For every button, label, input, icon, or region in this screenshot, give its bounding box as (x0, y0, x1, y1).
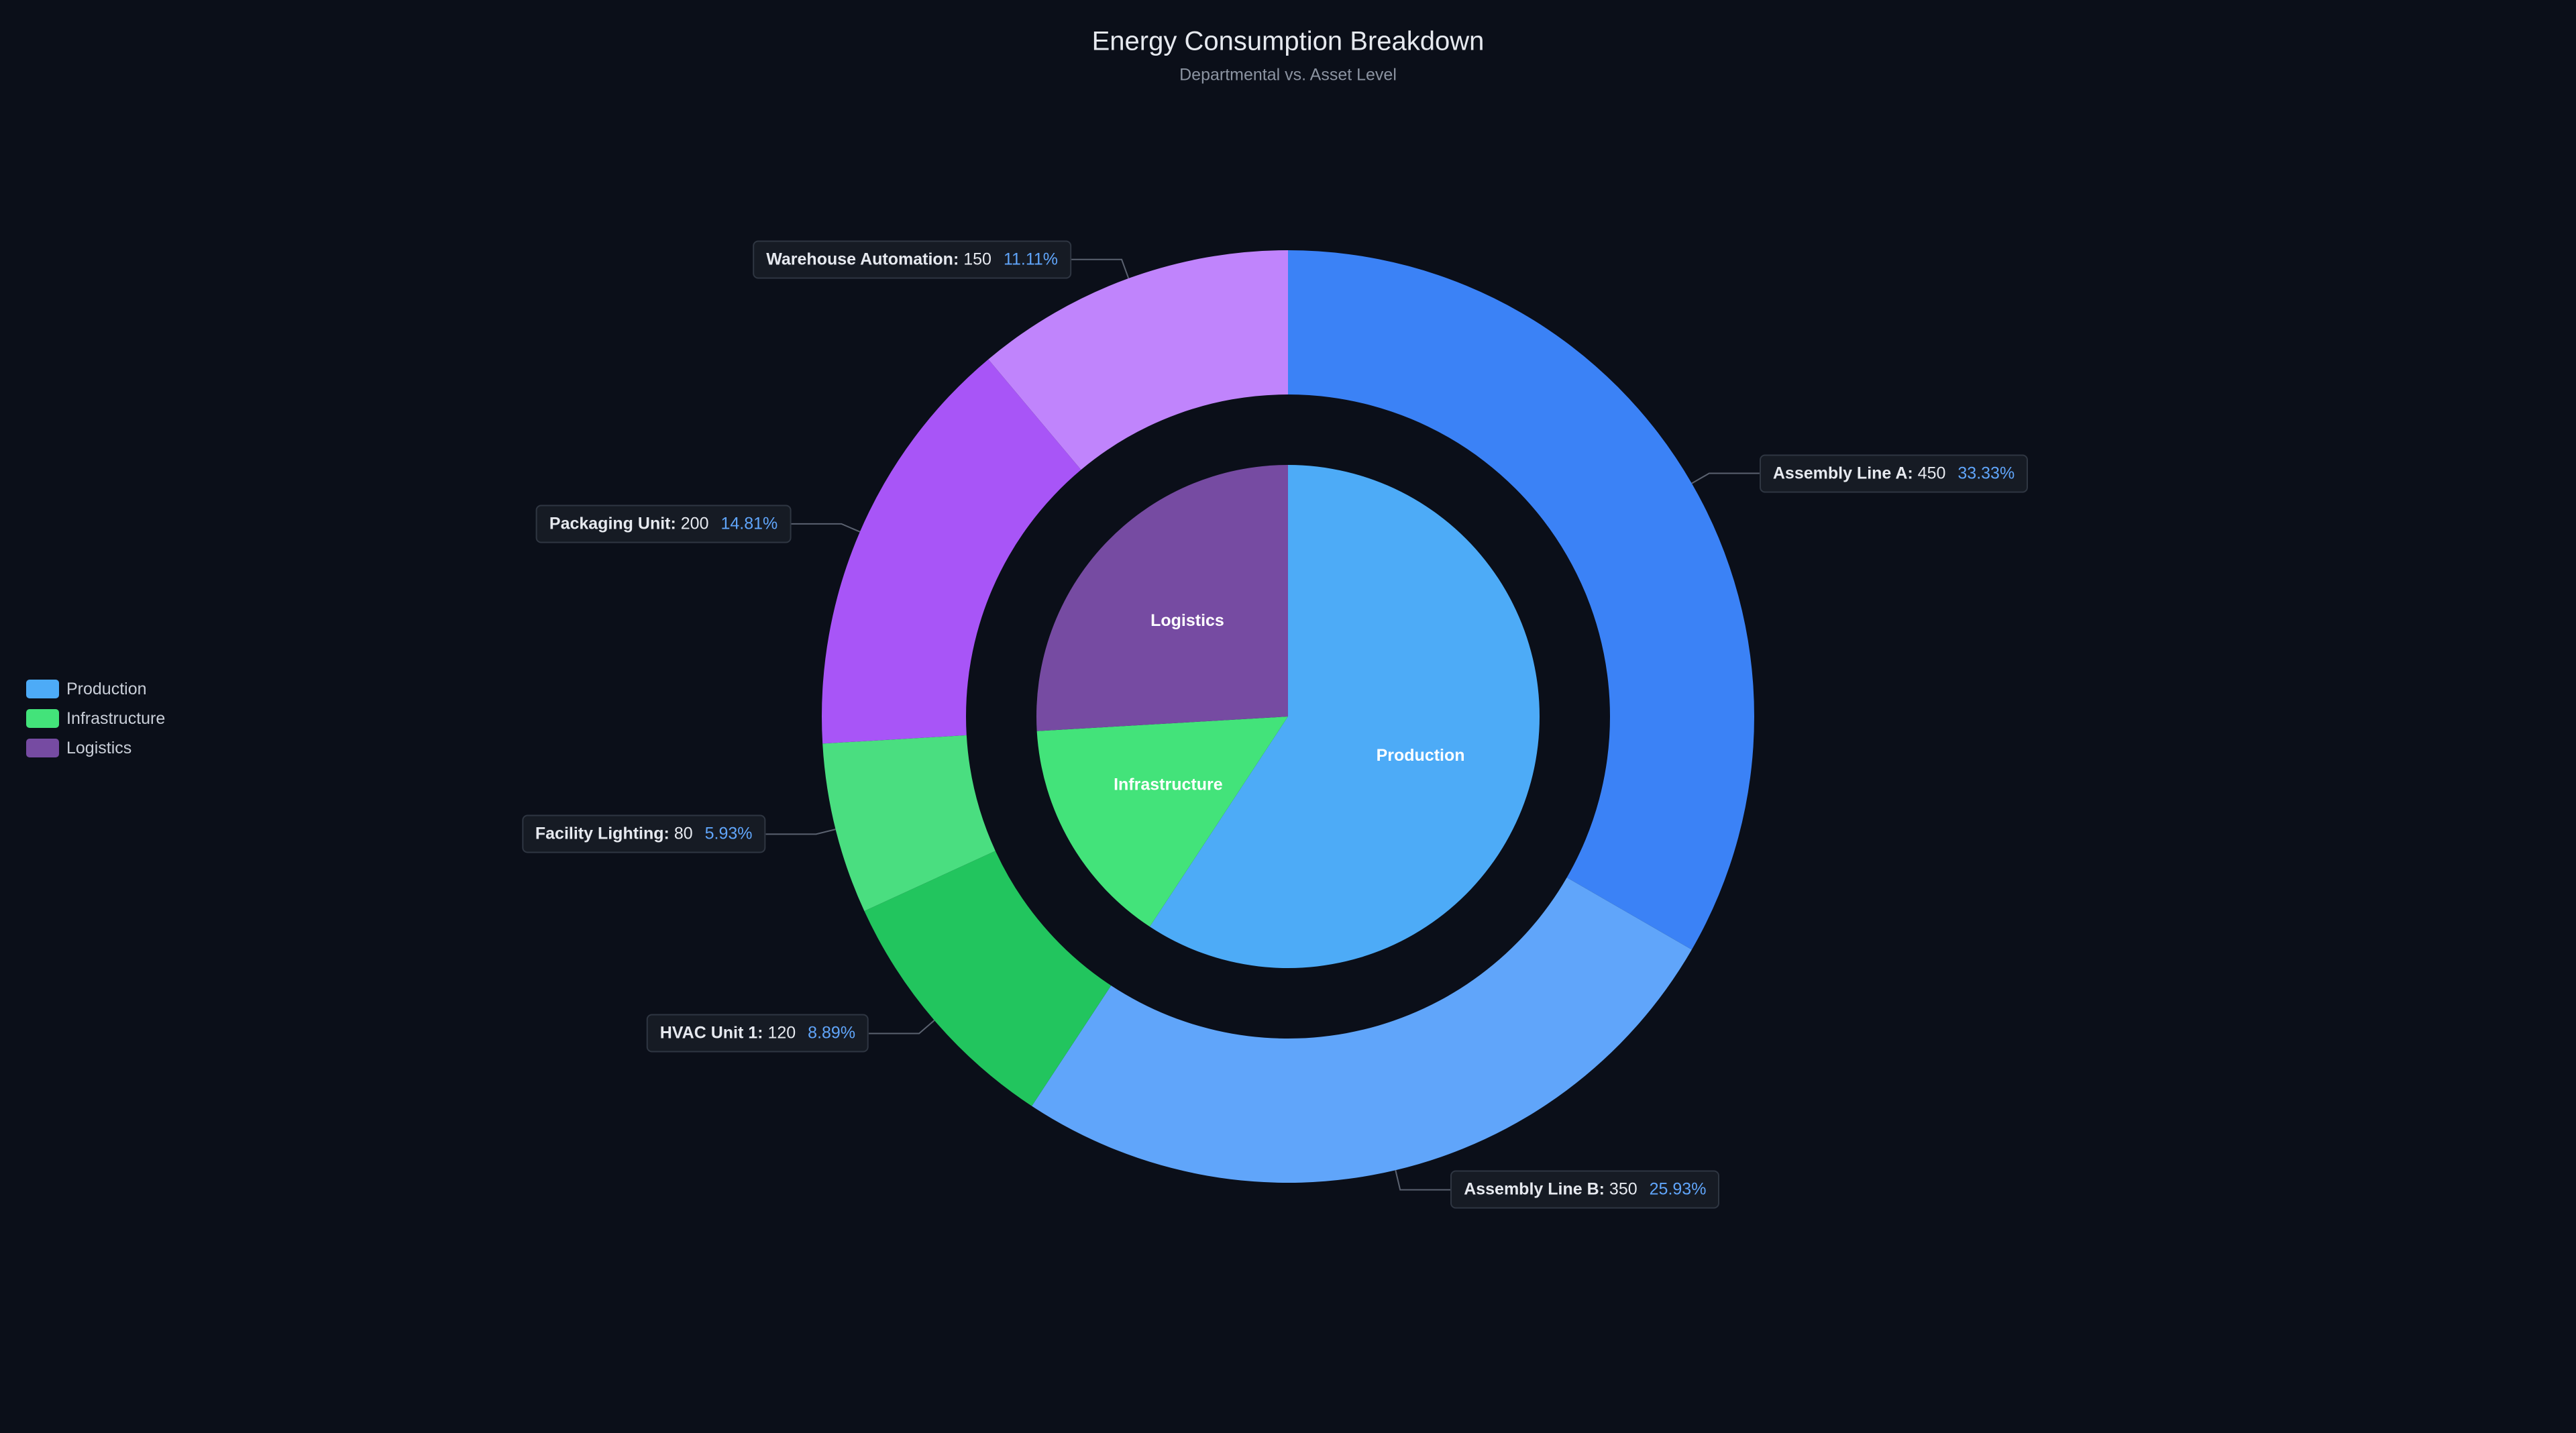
legend-item: Infrastructure (26, 704, 165, 733)
label-percent: 11.11% (1003, 250, 1059, 269)
leader-line (1395, 1170, 1451, 1191)
leader-line (1691, 472, 1760, 484)
leader-line (1071, 258, 1130, 279)
slice-label: Assembly Line B 350 25.93% (1450, 1170, 1720, 1209)
label-value: 120 (767, 1023, 796, 1043)
legend-swatch (26, 709, 59, 728)
label-name: Warehouse Automation (766, 250, 959, 268)
inner-label: Infrastructure (1114, 776, 1223, 794)
leader-line (765, 829, 836, 835)
legend: Production Infrastructure Logistics (26, 674, 165, 763)
chart-title: Energy Consumption Breakdown (1092, 27, 1485, 56)
label-percent: 5.93% (704, 824, 753, 843)
legend-label: Production (66, 679, 147, 698)
chart-subtitle: Departmental vs. Asset Level (1179, 66, 1397, 85)
label-name: Assembly Line B (1464, 1180, 1605, 1199)
outer-slice (1032, 878, 1692, 1183)
legend-swatch (26, 739, 59, 757)
label-value: 80 (674, 824, 693, 843)
label-percent: 14.81% (720, 514, 778, 533)
outer-slice (1288, 250, 1754, 950)
slice-label: Packaging Unit 200 14.81% (535, 505, 792, 543)
label-name: HVAC Unit 1 (660, 1024, 763, 1043)
outer-slice (821, 359, 1081, 744)
legend-swatch (26, 680, 59, 698)
inner-slice (1036, 716, 1288, 927)
slice-label: Facility Lighting 80 5.93% (521, 814, 766, 853)
label-value: 150 (963, 250, 991, 269)
outer-slice (822, 735, 996, 912)
label-percent: 8.89% (808, 1023, 856, 1043)
label-name: Assembly Line A (1773, 464, 1913, 482)
legend-item: Production (26, 674, 165, 704)
slice-label: Assembly Line A 450 33.33% (1759, 454, 2029, 492)
legend-item: Logistics (26, 733, 165, 763)
label-name: Facility Lighting (535, 825, 669, 843)
label-percent: 33.33% (1957, 464, 2015, 482)
outer-slice (988, 250, 1288, 470)
inner-label: Production (1377, 746, 1465, 765)
inner-label: Logistics (1150, 611, 1224, 630)
label-name: Packaging Unit (549, 514, 676, 533)
legend-label: Infrastructure (66, 708, 166, 728)
slice-label: Warehouse Automation 150 11.11% (753, 240, 1072, 279)
outer-slice (864, 851, 1112, 1106)
inner-slice (1149, 465, 1540, 968)
label-value: 450 (1917, 464, 1946, 482)
leader-line (869, 1020, 935, 1034)
label-value: 200 (680, 514, 709, 533)
leader-line (791, 523, 861, 533)
inner-slice (1036, 465, 1288, 731)
label-value: 350 (1609, 1179, 1638, 1199)
slice-label: HVAC Unit 1 120 8.89% (646, 1014, 869, 1053)
legend-label: Logistics (66, 738, 132, 757)
label-percent: 25.93% (1649, 1179, 1707, 1199)
